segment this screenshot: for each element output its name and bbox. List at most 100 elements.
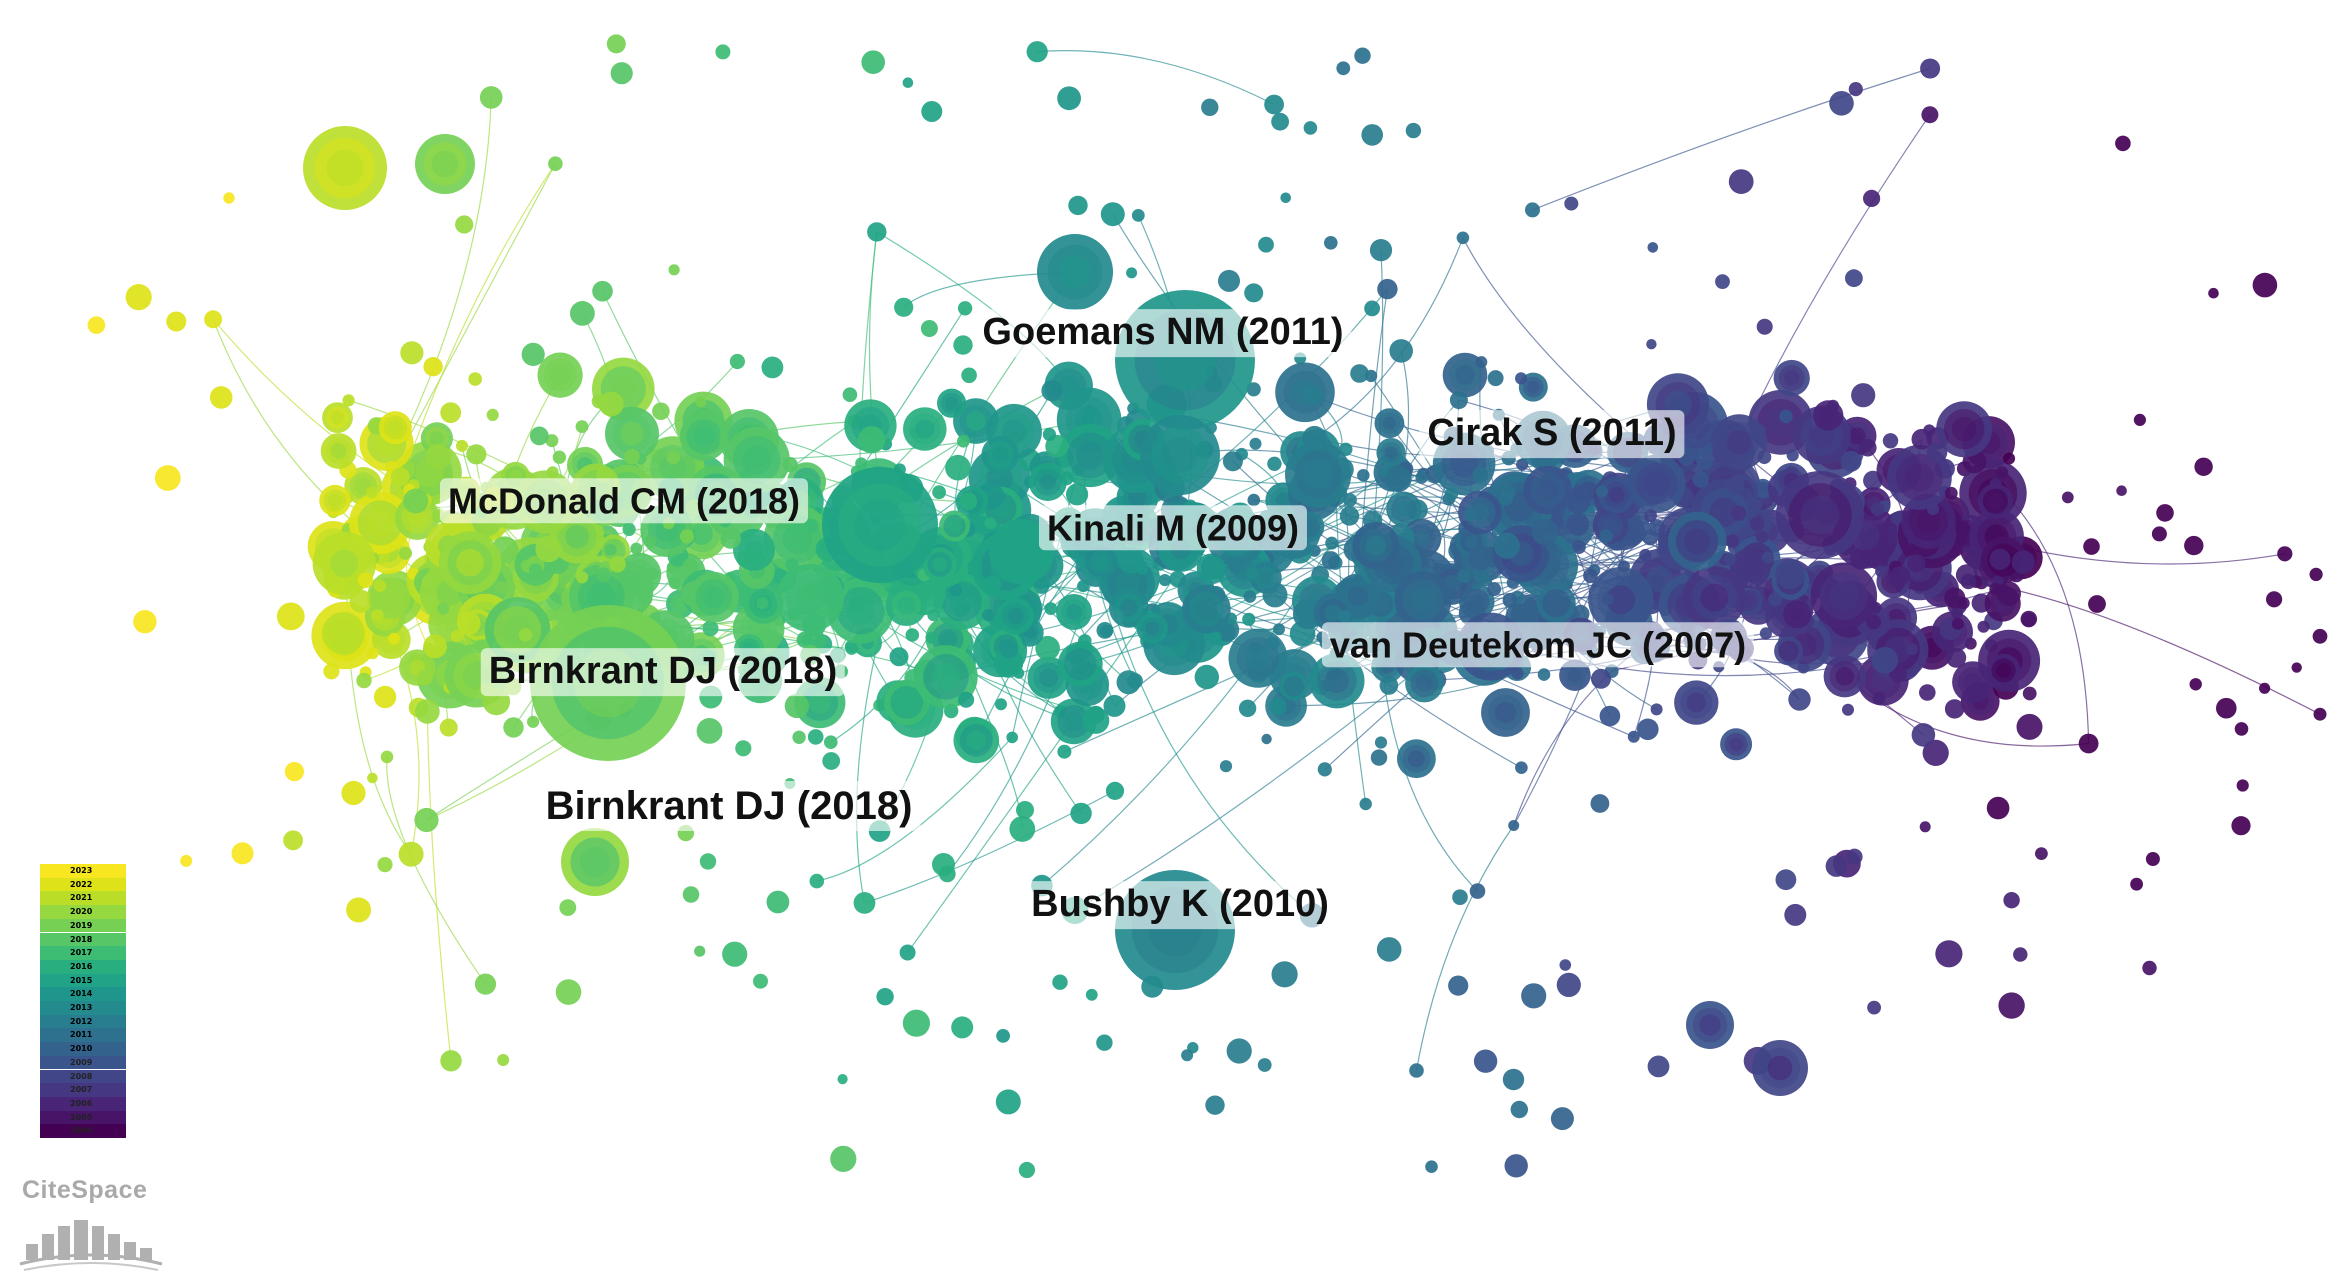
citation-node: [1840, 450, 1862, 472]
citation-node: [1200, 555, 1225, 580]
citation-node: [1242, 612, 1256, 626]
citation-node: [1257, 1058, 1272, 1072]
citation-node: [552, 450, 567, 464]
citation-node: [204, 310, 223, 329]
citation-node: [1599, 705, 1621, 727]
legend-year-2013: 2013: [40, 1001, 126, 1015]
citation-node: [604, 543, 617, 556]
citation-node: [1647, 1055, 1670, 1078]
citation-node: [1321, 551, 1341, 570]
citation-node: [1882, 433, 1899, 449]
citation-node: [1057, 641, 1103, 687]
citation-node: [1226, 1038, 1252, 1064]
citation-node: [1463, 508, 1476, 521]
citation-node: [180, 854, 193, 867]
citation-node: [1595, 485, 1608, 498]
citation-node: [1944, 486, 1958, 500]
citation-node: [1083, 404, 1097, 418]
citation-node: [1524, 597, 1537, 611]
citation-node: [682, 886, 700, 903]
citation-node: [1711, 414, 1768, 470]
label-van-deutekom[interactable]: van Deutekom JC (2007): [1321, 622, 1755, 668]
citation-node: [902, 1009, 931, 1037]
citation-node: [1267, 456, 1282, 471]
citation-node: [1776, 471, 1864, 559]
citation-node: [1996, 581, 2022, 606]
citation-node: [1386, 491, 1422, 527]
citation-node: [2022, 686, 2037, 701]
citation-node: [576, 571, 589, 584]
citation-node: [2133, 413, 2146, 426]
citation-node: [390, 467, 410, 487]
label-birnkrant-1[interactable]: Birnkrant DJ (2018): [480, 648, 846, 696]
citation-node: [1105, 781, 1125, 801]
citation-node: [1845, 269, 1863, 288]
label-kinali[interactable]: Kinali M (2009): [1038, 505, 1308, 551]
citation-node: [1935, 940, 1963, 968]
citation-node: [1219, 760, 1233, 773]
logo-graphic: [19, 1220, 163, 1271]
label-bushby[interactable]: Bushby K (2010): [1023, 881, 1337, 929]
citation-node: [1271, 961, 1298, 988]
citation-node: [861, 50, 885, 74]
label-goemans[interactable]: Goemans NM (2011): [974, 309, 1352, 357]
citation-node: [437, 602, 450, 615]
citation-node: [231, 842, 254, 865]
citation-node: [373, 579, 386, 593]
citation-node: [904, 669, 923, 688]
citation-node: [1370, 749, 1388, 766]
citation-node: [853, 892, 876, 914]
citation-node: [733, 528, 775, 571]
citation-node: [951, 1016, 974, 1039]
citation-node: [609, 556, 626, 573]
citation-node: [1986, 796, 2010, 820]
citation-node: [945, 454, 971, 481]
citation-node: [1511, 667, 1524, 680]
citation-node: [1082, 706, 1110, 734]
citation-node: [925, 631, 938, 644]
citation-node: [378, 411, 412, 445]
citation-node: [1644, 509, 1657, 522]
citation-node: [1394, 571, 1452, 629]
label-mcdonald[interactable]: McDonald CM (2018): [439, 478, 809, 524]
citation-node: [1699, 456, 1713, 470]
citation-node: [570, 301, 595, 326]
citation-node: [87, 316, 106, 334]
citation-node: [1944, 699, 1965, 719]
citation-node: [1682, 566, 1746, 630]
citation-node: [529, 426, 549, 446]
citation-node: [1911, 428, 1933, 450]
citation-node: [373, 685, 397, 709]
citation-node: [801, 633, 814, 646]
citation-node: [1131, 209, 1145, 222]
citation-node: [545, 434, 559, 448]
citation-node: [1472, 466, 1489, 483]
citation-node: [1846, 848, 1863, 865]
label-birnkrant-2[interactable]: Birnkrant DJ (2018): [537, 781, 921, 831]
citation-node: [417, 669, 434, 686]
citation-node: [1872, 691, 1886, 705]
citation-node: [1867, 1000, 1881, 1015]
label-cirak[interactable]: Cirak S (2011): [1419, 410, 1685, 458]
legend-year-2019: 2019: [40, 918, 126, 933]
citation-node: [1057, 86, 1081, 111]
citation-node: [1642, 529, 1659, 546]
citation-node: [1515, 372, 1528, 385]
citation-node: [357, 572, 374, 589]
legend-year-2014: 2014: [40, 987, 126, 1001]
citation-node: [953, 717, 1000, 764]
citation-node: [702, 620, 719, 637]
citation-node: [344, 467, 383, 505]
citation-node: [1922, 739, 1949, 767]
citation-node: [983, 575, 1002, 593]
citation-node: [457, 611, 481, 636]
citation-node: [495, 581, 509, 595]
citation-node: [1041, 380, 1063, 402]
citation-node: [1531, 518, 1559, 546]
citation-node: [1487, 582, 1502, 597]
citation-node: [1728, 169, 1754, 195]
citation-node: [1773, 359, 1810, 397]
citation-node: [1487, 370, 1504, 387]
citation-node: [1325, 536, 1339, 550]
citation-node: [1637, 718, 1659, 741]
